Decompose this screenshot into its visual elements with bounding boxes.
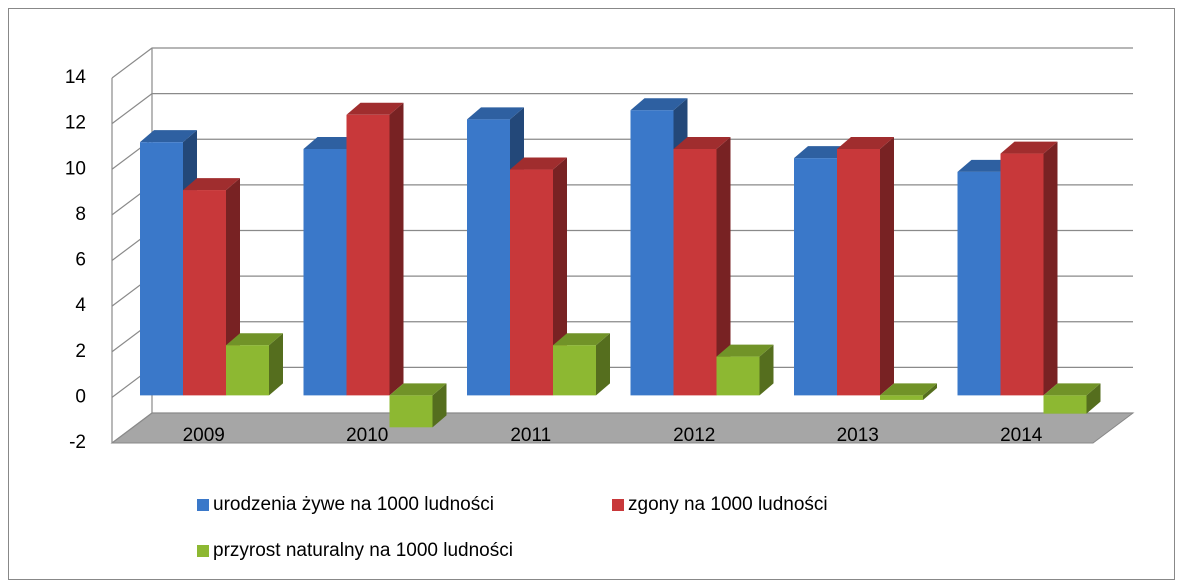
bar-top xyxy=(510,157,567,170)
legend-swatch xyxy=(197,545,209,557)
bar-side xyxy=(1086,383,1101,414)
bar-top xyxy=(140,130,197,143)
bar xyxy=(794,158,837,396)
bar-top xyxy=(837,137,894,149)
bar-side xyxy=(596,333,610,396)
bar-side xyxy=(432,383,447,428)
y-tick-label: 2 xyxy=(75,341,86,362)
legend-label: zgony na 1000 ludności xyxy=(628,494,828,515)
bar-top xyxy=(716,344,774,357)
bar xyxy=(1043,395,1087,414)
bar xyxy=(880,395,923,400)
floor xyxy=(110,412,1135,444)
y-tick-label: 4 xyxy=(75,295,86,316)
bar-side xyxy=(1043,141,1058,396)
bar xyxy=(303,149,347,396)
x-tick-label: 2012 xyxy=(673,425,715,446)
bar xyxy=(467,119,510,396)
x-tick-label: 2009 xyxy=(183,425,225,446)
bar-side xyxy=(759,344,774,396)
y-tick-label: 14 xyxy=(65,67,87,88)
y-tick-label: 10 xyxy=(65,158,86,179)
bar xyxy=(630,110,674,396)
bar xyxy=(510,169,553,396)
bar-top xyxy=(1043,383,1101,396)
bar xyxy=(957,171,1001,396)
bar-side xyxy=(269,333,283,396)
bar-top xyxy=(346,102,404,115)
bar-top xyxy=(957,159,1015,172)
grid-line xyxy=(111,47,1133,79)
grid-line xyxy=(111,93,1133,125)
bar xyxy=(673,149,717,396)
bar-side xyxy=(389,102,404,396)
bar xyxy=(716,356,760,396)
bar-side xyxy=(923,383,937,400)
bar-side xyxy=(716,137,731,396)
bar xyxy=(183,190,226,396)
bar-top xyxy=(303,137,361,149)
bar-top xyxy=(794,146,851,159)
bar xyxy=(553,345,596,396)
x-tick-label: 2010 xyxy=(346,425,388,446)
y-tick-label: 12 xyxy=(65,113,86,134)
bar-top xyxy=(630,98,688,111)
bar-side xyxy=(880,137,894,396)
bar xyxy=(346,114,390,396)
grid-line xyxy=(111,412,1133,444)
bar-top xyxy=(183,178,240,191)
bar-top xyxy=(553,333,610,346)
y-tick-label: 8 xyxy=(75,204,86,225)
bar-top xyxy=(673,137,731,149)
bar xyxy=(140,142,183,396)
bar-top xyxy=(389,383,447,396)
bar-top xyxy=(226,333,283,346)
y-tick-label: -2 xyxy=(69,432,86,453)
x-tick-label: 2013 xyxy=(837,425,879,446)
bar xyxy=(389,395,433,428)
x-tick-label: 2014 xyxy=(1000,425,1043,446)
bar xyxy=(226,345,269,396)
bar xyxy=(1000,153,1044,396)
legend-swatch xyxy=(197,499,209,511)
legend-label: przyrost naturalny na 1000 ludności xyxy=(213,540,513,561)
bar-top xyxy=(1000,141,1058,154)
y-tick-label: 0 xyxy=(75,386,86,407)
bar-top xyxy=(467,107,524,120)
x-tick-label: 2011 xyxy=(510,425,551,446)
y-tick-label: 6 xyxy=(75,250,86,271)
bar-side xyxy=(553,157,567,396)
legend-swatch xyxy=(612,499,624,511)
legend-label: urodzenia żywe na 1000 ludności xyxy=(213,494,494,515)
bar-top xyxy=(880,383,937,396)
bar xyxy=(837,149,880,396)
